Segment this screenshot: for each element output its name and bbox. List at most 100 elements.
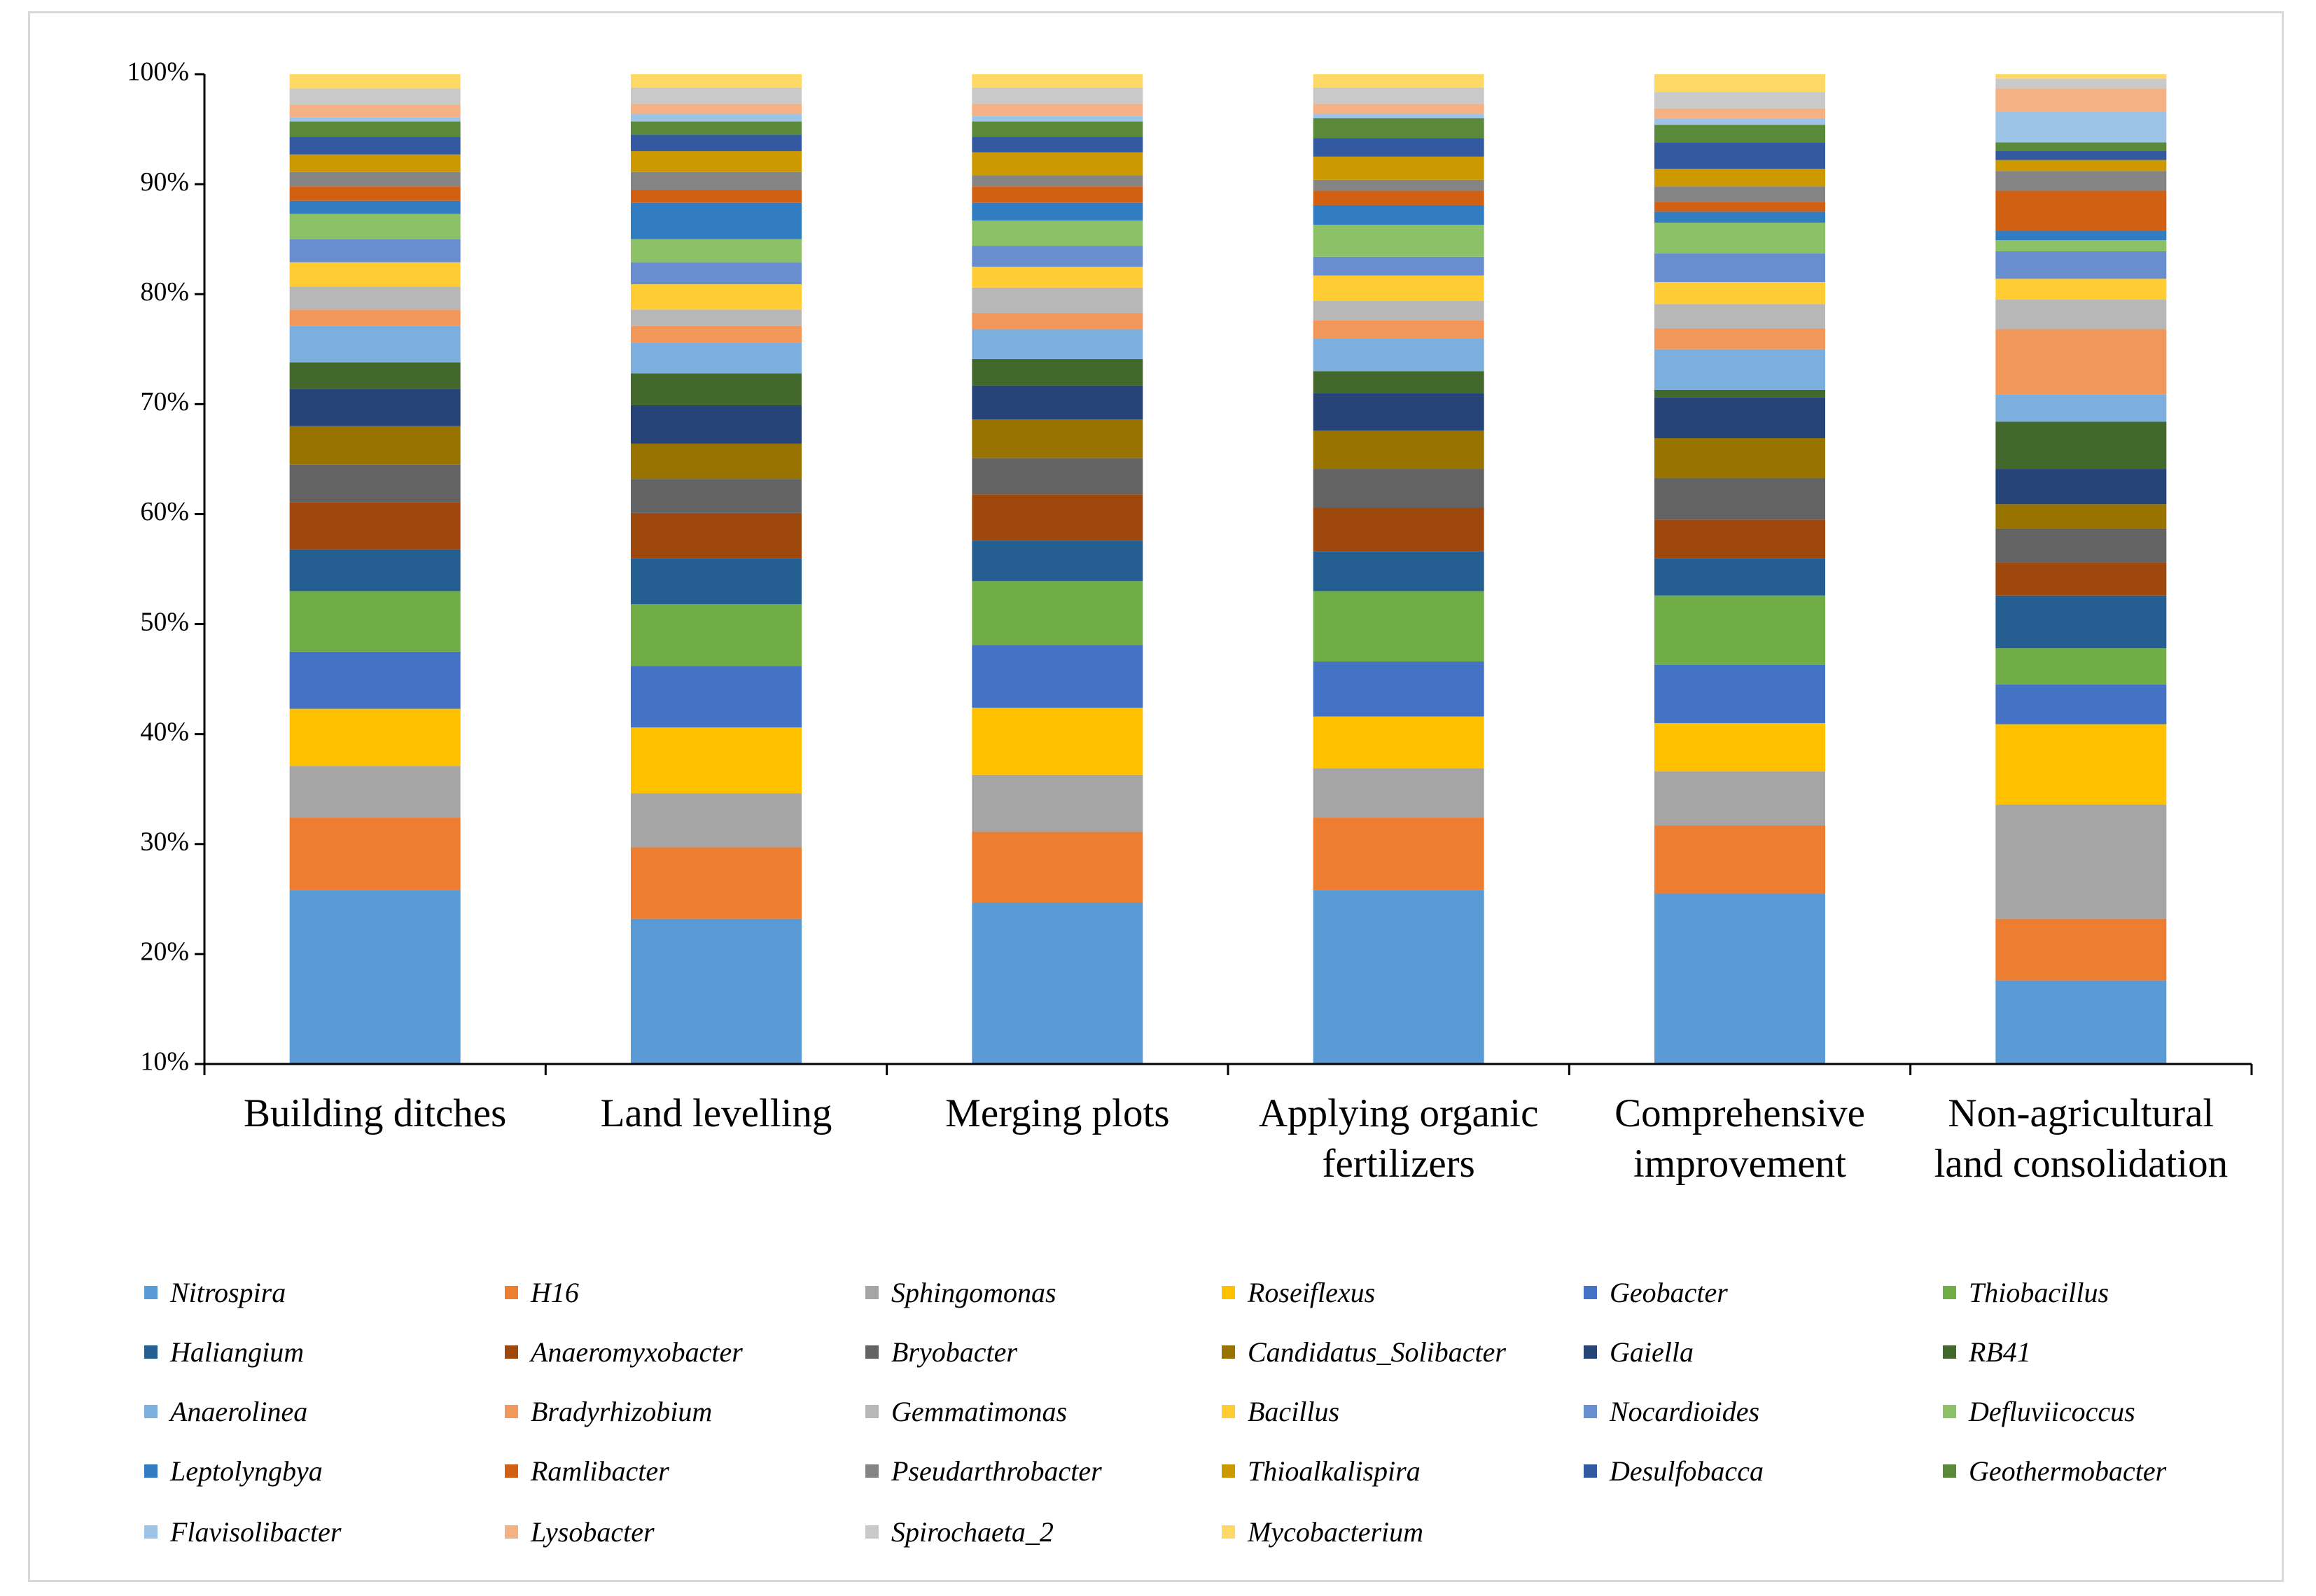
bar-segment: [631, 87, 802, 104]
legend-swatch: [505, 1345, 518, 1359]
bar-segment: [1654, 349, 1825, 390]
y-tick-label: 90%: [140, 167, 189, 197]
bar-segment: [631, 172, 802, 190]
bar-segment: [631, 479, 802, 513]
bar-segment: [1313, 87, 1484, 104]
legend-swatch: [1943, 1464, 1956, 1478]
bar-segment: [1654, 253, 1825, 282]
x-tick-label: Building ditches: [244, 1091, 507, 1135]
bar-segment: [289, 117, 461, 122]
legend-swatch: [1222, 1345, 1235, 1359]
legend-item: Pseudarthrobacter: [865, 1454, 1102, 1488]
legend-swatch: [865, 1404, 879, 1418]
legend-label: Ramlibacter: [531, 1455, 669, 1487]
legend-label: Spirochaeta_2: [891, 1516, 1054, 1548]
legend-swatch: [505, 1525, 518, 1539]
bar-segment: [972, 266, 1143, 288]
legend-item: Gemmatimonas: [865, 1394, 1067, 1428]
bar-segment: [631, 342, 802, 374]
bar-segment: [1654, 477, 1825, 520]
y-tick-label: 100%: [127, 57, 189, 87]
legend-label: Bacillus: [1248, 1395, 1340, 1427]
bar-segment: [631, 189, 802, 203]
legend-label: Desulfobacca: [1610, 1455, 1764, 1487]
legend-label: Bradyrhizobium: [531, 1395, 713, 1427]
legend-label: Candidatus_Solibacter: [1248, 1336, 1506, 1368]
legend-item: Mycobacterium: [1222, 1515, 1423, 1548]
legend-swatch: [1584, 1404, 1597, 1418]
bar-segment: [289, 136, 461, 155]
bar-segment: [1995, 804, 2167, 919]
bar-segment: [972, 494, 1143, 541]
bar-segment: [631, 604, 802, 666]
bar-segment: [972, 104, 1143, 116]
bar-segment: [1654, 142, 1825, 169]
legend-label: Anaeromyxobacter: [531, 1336, 743, 1368]
bar-segment: [289, 818, 461, 890]
bar-segment: [289, 362, 461, 389]
bar-segment: [1654, 74, 1825, 92]
legend-label: Defluviicoccus: [1969, 1395, 2135, 1427]
bar-segment: [289, 326, 461, 363]
chart-frame: [28, 11, 2284, 1582]
bar-segment: [1654, 169, 1825, 187]
y-tick-label: 50%: [140, 607, 189, 636]
legend-item: Flavisolibacter: [144, 1515, 341, 1548]
legend-label: Pseudarthrobacter: [891, 1455, 1102, 1487]
y-tick-label: 80%: [140, 277, 189, 307]
bar-segment: [631, 284, 802, 310]
bar-segment: [1654, 211, 1825, 223]
legend-label: Sphingomonas: [891, 1276, 1056, 1308]
bar-segment: [1654, 893, 1825, 1064]
bar-segment: [289, 651, 461, 709]
bar-segment: [631, 727, 802, 794]
bar-segment: [972, 902, 1143, 1064]
bar-segment: [1995, 78, 2167, 89]
bar-segment: [1995, 528, 2167, 563]
bar-segment: [1313, 661, 1484, 717]
legend-item: Nitrospira: [144, 1275, 286, 1309]
bar-segment: [289, 104, 461, 118]
legend-item: Lysobacter: [505, 1515, 655, 1548]
legend-label: Gemmatimonas: [891, 1395, 1068, 1427]
bar-segment: [289, 214, 461, 239]
bar-segment: [1995, 421, 2167, 470]
bar-segment: [972, 202, 1143, 220]
bar-segment: [1313, 113, 1484, 118]
legend-swatch: [1222, 1525, 1235, 1539]
bar-segment: [1654, 92, 1825, 108]
bar-segment: [289, 502, 461, 550]
bar-segment: [1995, 279, 2167, 300]
x-tick-label: Land levelling: [600, 1091, 832, 1135]
bar-segment: [631, 405, 802, 444]
bar-segment: [631, 793, 802, 848]
bar-segment: [1995, 230, 2167, 241]
legend-swatch: [1943, 1345, 1956, 1359]
bar-segment: [972, 312, 1143, 330]
legend-label: Thiobacillus: [1969, 1276, 2109, 1308]
bar-segment: [631, 373, 802, 405]
bar-segment: [289, 121, 461, 137]
x-tick-label: Merging plots: [945, 1091, 1170, 1135]
bar-segment: [972, 74, 1143, 88]
bar-segment: [972, 358, 1143, 386]
bar-segment: [1313, 818, 1484, 890]
bar-segment: [289, 186, 461, 201]
bar-segment: [289, 388, 461, 426]
bar-segment: [289, 708, 461, 766]
legend-item: Leptolyngbya: [144, 1454, 323, 1488]
legend-label: Geobacter: [1610, 1276, 1728, 1308]
legend-swatch: [1584, 1285, 1597, 1299]
bar-segment: [1995, 684, 2167, 724]
legend-label: Anaerolinea: [170, 1395, 308, 1427]
legend-swatch: [865, 1285, 879, 1299]
bar-segment: [1995, 394, 2167, 422]
bar-segment: [1995, 240, 2167, 251]
legend-swatch: [144, 1404, 158, 1418]
bar-segment: [1654, 108, 1825, 118]
bar-segment: [972, 152, 1143, 176]
legend-item: Nocardioides: [1584, 1394, 1759, 1428]
bar-segment: [1313, 716, 1484, 769]
y-tick-label: 20%: [140, 937, 189, 967]
bar-segment: [1654, 519, 1825, 559]
